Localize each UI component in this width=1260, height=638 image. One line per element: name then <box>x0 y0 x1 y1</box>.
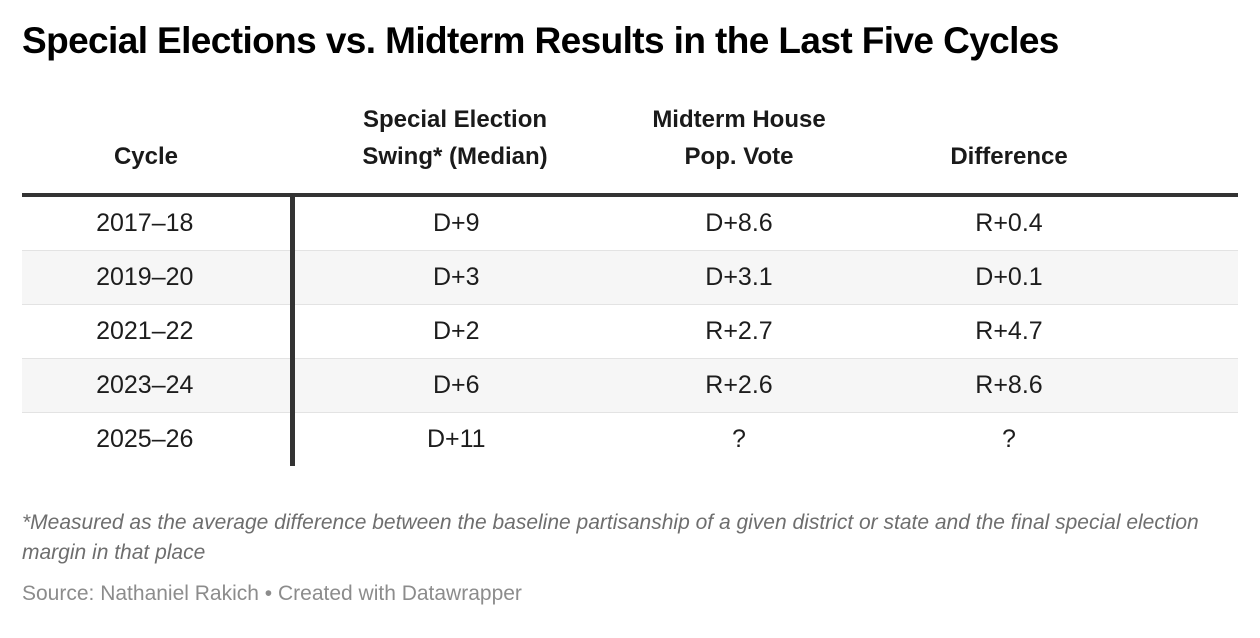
difference-cell: ? <box>860 411 1238 466</box>
table-row: 2017–18 D+9 D+8.6 R+0.4 <box>22 194 1238 251</box>
difference-cell: R+4.7 <box>860 303 1238 359</box>
cycle-cell: 2023–24 <box>22 357 295 413</box>
column-header-midterm-house-pop-vote: Midterm House Pop. Vote <box>618 100 860 197</box>
swing-cell: D+9 <box>432 208 480 237</box>
cycle-cell: 2021–22 <box>22 303 295 359</box>
swing-cell: D+2 <box>292 303 618 359</box>
swing-cell: D+11 <box>292 411 618 466</box>
table-row: 2023–24 D+6 R+2.6 R+8.6 <box>22 357 1238 413</box>
midterm-cell: ? <box>618 411 860 466</box>
difference-cell: R+0.4 <box>975 208 1043 237</box>
results-table: Cycle Special Election Swing* (Median) M… <box>22 100 1238 466</box>
midterm-cell: D+3.1 <box>618 249 860 305</box>
cycle-cell: 2025–26 <box>22 411 295 466</box>
column-header-difference: Difference <box>860 100 1238 197</box>
midterm-cell: R+2.6 <box>618 357 860 413</box>
page-title: Special Elections vs. Midterm Results in… <box>22 20 1059 61</box>
column-header-cycle: Cycle <box>22 100 292 197</box>
cycle-cell: 2019–20 <box>22 249 295 305</box>
swing-cell: D+6 <box>292 357 618 413</box>
footnote: *Measured as the average difference betw… <box>22 510 1199 564</box>
midterm-cell: D+8.6 <box>705 208 773 237</box>
header-row: Cycle Special Election Swing* (Median) M… <box>22 100 1238 197</box>
swing-cell: D+3 <box>292 249 618 305</box>
column-header-special-election-swing: Special Election Swing* (Median) <box>292 100 618 197</box>
table-row: 2019–20 D+3 D+3.1 D+0.1 <box>22 249 1238 305</box>
cycle-cell: 2017–18 <box>22 194 295 251</box>
table-row: 2025–26 D+11 ? ? <box>22 411 1238 466</box>
source-line: Source: Nathaniel Rakich • Created with … <box>22 581 522 605</box>
table-row: 2021–22 D+2 R+2.7 R+4.7 <box>22 303 1238 359</box>
midterm-cell: R+2.7 <box>618 303 860 359</box>
difference-cell: R+8.6 <box>860 357 1238 413</box>
difference-cell: D+0.1 <box>860 249 1238 305</box>
